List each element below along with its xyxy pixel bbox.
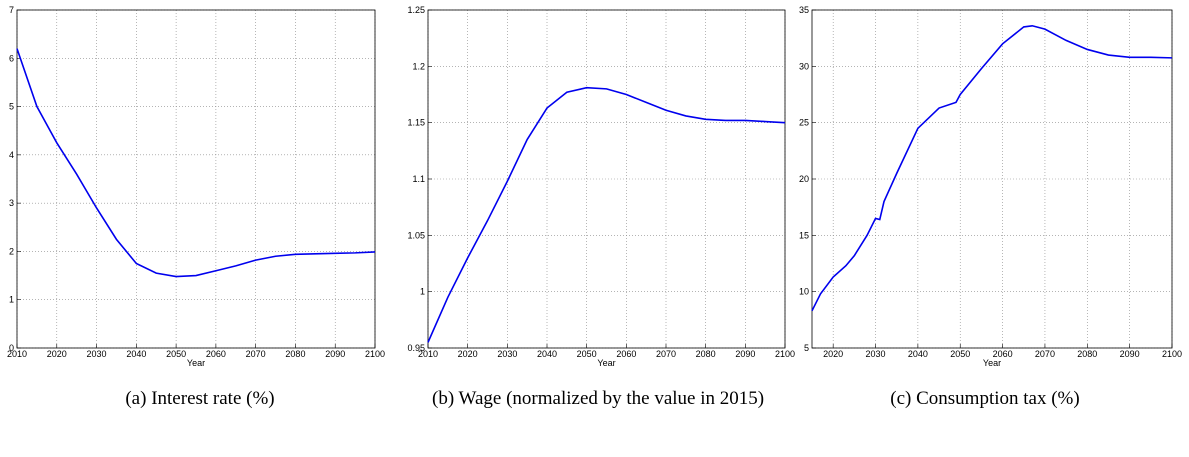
x-tick-label: 2050 xyxy=(166,349,186,359)
x-tick-label: 2030 xyxy=(87,349,107,359)
plot-frame xyxy=(811,9,1173,349)
y-tick-label: 35 xyxy=(799,5,809,15)
y-tick-label: 1.25 xyxy=(407,5,425,15)
x-tick-label: 2010 xyxy=(418,349,438,359)
y-tick-label: 3 xyxy=(9,198,14,208)
series-line xyxy=(427,86,786,343)
x-axis-label: Year xyxy=(983,358,1001,368)
y-tick-label: 5 xyxy=(804,343,809,353)
x-tick-label: 2070 xyxy=(1035,349,1055,359)
x-tick-label: 2040 xyxy=(537,349,557,359)
x-tick-label: 2060 xyxy=(616,349,636,359)
x-tick-label: 2080 xyxy=(696,349,716,359)
x-tick-label: 2060 xyxy=(993,349,1013,359)
x-tick-label: 2020 xyxy=(458,349,478,359)
x-tick-label: 2080 xyxy=(285,349,305,359)
y-tick-label: 5 xyxy=(9,102,14,112)
x-tick-label: 2090 xyxy=(735,349,755,359)
y-tick-label: 1 xyxy=(420,287,425,297)
x-tick-label: 2040 xyxy=(126,349,146,359)
x-axis-label: Year xyxy=(187,358,205,368)
x-tick-label: 2030 xyxy=(497,349,517,359)
series-line xyxy=(811,24,1173,312)
y-tick-label: 1.15 xyxy=(407,118,425,128)
y-tick-label: 15 xyxy=(799,230,809,240)
caption: (a) Interest rate (%) xyxy=(125,388,275,409)
y-tick-label: 0.95 xyxy=(407,343,425,353)
caption: (c) Consumption tax (%) xyxy=(890,388,1080,409)
x-tick-label: 2100 xyxy=(775,349,795,359)
y-tick-label: 4 xyxy=(9,150,14,160)
y-tick-label: 25 xyxy=(799,118,809,128)
y-tick-label: 1.2 xyxy=(412,61,425,71)
caption: (b) Wage (normalized by the value in 201… xyxy=(432,388,765,409)
y-tick-label: 1.1 xyxy=(412,174,425,184)
x-tick-label: 2030 xyxy=(866,349,886,359)
y-tick-label: 20 xyxy=(799,174,809,184)
y-tick-label: 0 xyxy=(9,343,14,353)
y-tick-label: 1 xyxy=(9,295,14,305)
x-tick-label: 2070 xyxy=(656,349,676,359)
plot-frame xyxy=(16,9,376,349)
x-tick-label: 2010 xyxy=(7,349,27,359)
y-tick-label: 2 xyxy=(9,246,14,256)
x-tick-label: 2100 xyxy=(1162,349,1182,359)
x-tick-label: 2060 xyxy=(206,349,226,359)
x-tick-label: 2050 xyxy=(577,349,597,359)
x-tick-label: 2080 xyxy=(1077,349,1097,359)
x-axis-label: Year xyxy=(597,358,615,368)
x-tick-label: 2040 xyxy=(908,349,928,359)
series-line xyxy=(16,48,376,278)
plot-frame xyxy=(427,9,786,349)
x-tick-label: 2020 xyxy=(47,349,67,359)
y-tick-label: 1.05 xyxy=(407,230,425,240)
x-tick-label: 2090 xyxy=(325,349,345,359)
y-tick-label: 30 xyxy=(799,61,809,71)
y-tick-label: 10 xyxy=(799,287,809,297)
x-tick-label: 2050 xyxy=(950,349,970,359)
x-tick-label: 2100 xyxy=(365,349,385,359)
x-tick-label: 2070 xyxy=(246,349,266,359)
y-tick-label: 7 xyxy=(9,5,14,15)
x-tick-label: 2020 xyxy=(823,349,843,359)
x-tick-label: 2090 xyxy=(1120,349,1140,359)
y-tick-label: 6 xyxy=(9,53,14,63)
